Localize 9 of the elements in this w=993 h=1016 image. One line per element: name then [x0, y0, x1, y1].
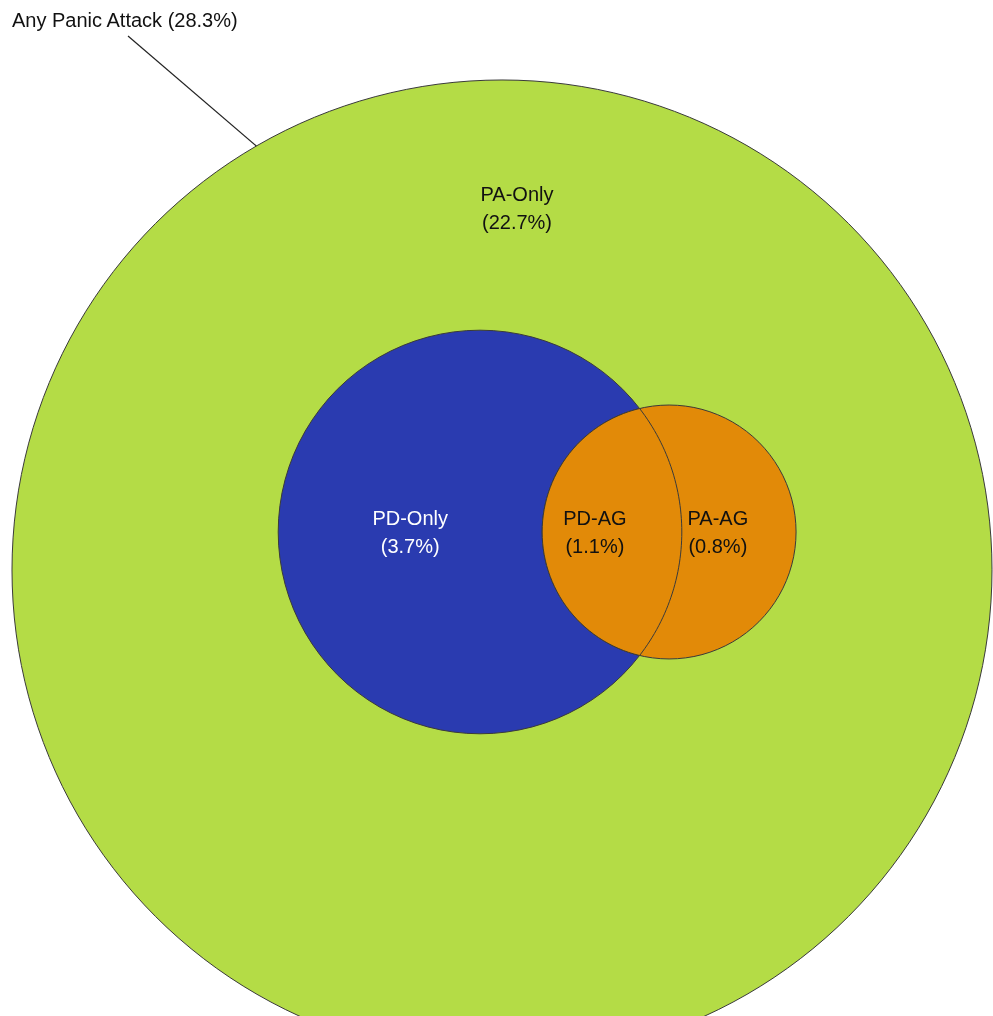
- category-label: PA-AG: [687, 507, 749, 529]
- data-label: (3.7%): [380, 535, 440, 557]
- category-label: PD-AG: [563, 507, 627, 529]
- data-label: (22.7%): [481, 211, 553, 233]
- text: Any Panic Attack (28.3%): [12, 9, 238, 31]
- data-label: (1.1%): [565, 535, 625, 557]
- data-label: (0.8%): [688, 535, 748, 557]
- category-label: PA-Only: [480, 183, 554, 205]
- category-label: PD-Only: [372, 507, 448, 529]
